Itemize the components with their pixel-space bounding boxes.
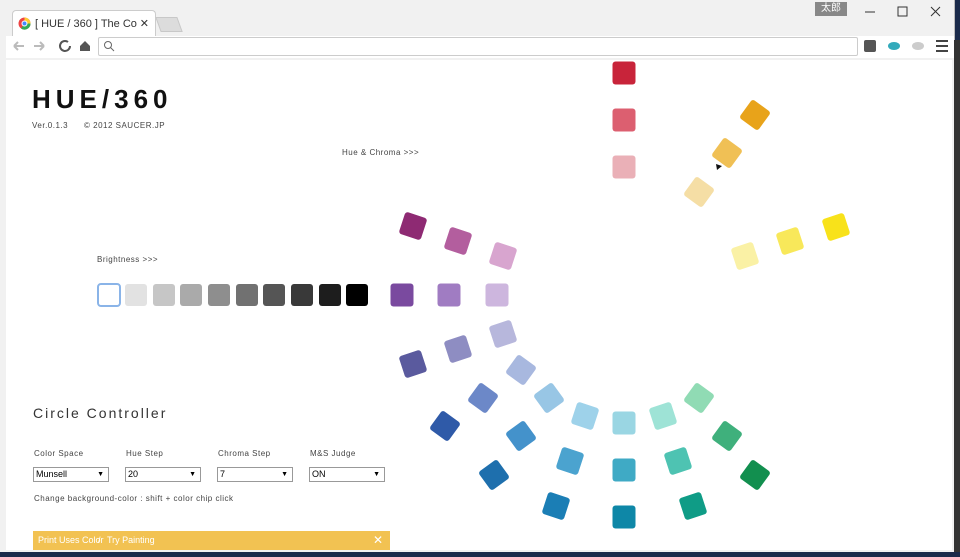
chip[interactable] bbox=[489, 320, 518, 349]
field-label: M&S Judge bbox=[310, 449, 356, 458]
chip[interactable] bbox=[664, 447, 693, 476]
nav-buttons[interactable] bbox=[10, 37, 95, 55]
chip[interactable] bbox=[683, 176, 715, 208]
close-footer[interactable]: ✕ bbox=[372, 533, 383, 547]
chip[interactable] bbox=[612, 61, 636, 85]
field-label: Color Space bbox=[34, 449, 84, 458]
brightness-link[interactable]: Brightness >>> bbox=[97, 255, 159, 264]
select-value: 20 bbox=[128, 469, 139, 479]
hint: Change background-color : shift + color … bbox=[34, 494, 234, 503]
chip[interactable] bbox=[437, 283, 461, 307]
select-value: 7 bbox=[220, 469, 226, 479]
color-chips bbox=[97, 61, 851, 529]
address-bar[interactable] bbox=[98, 37, 858, 56]
chip[interactable] bbox=[711, 420, 743, 452]
cursor bbox=[716, 164, 722, 170]
chip[interactable] bbox=[485, 283, 509, 307]
chip[interactable] bbox=[429, 410, 461, 442]
chip[interactable] bbox=[97, 283, 121, 307]
extensions[interactable] bbox=[862, 38, 952, 54]
favicon bbox=[18, 17, 31, 30]
chip[interactable] bbox=[125, 284, 147, 306]
chip[interactable] bbox=[533, 382, 565, 414]
select-value: Munsell bbox=[36, 469, 68, 479]
search-icon bbox=[104, 41, 115, 52]
select[interactable]: 20 ▼ bbox=[125, 467, 201, 482]
chip[interactable] bbox=[467, 382, 499, 414]
print-link[interactable]: Print Uses Color bbox=[38, 535, 104, 545]
chip[interactable] bbox=[399, 212, 428, 241]
footer-bar: Print Uses Color / Try Painting ✕ bbox=[33, 531, 390, 550]
chip[interactable] bbox=[399, 350, 428, 379]
chip[interactable] bbox=[776, 227, 805, 256]
chip[interactable] bbox=[711, 137, 743, 169]
chip[interactable] bbox=[390, 283, 414, 307]
chip[interactable] bbox=[478, 459, 510, 491]
app-title: HUE/360 bbox=[32, 84, 173, 114]
select-value: ON bbox=[312, 469, 326, 479]
select[interactable]: Munsell ▼ bbox=[33, 467, 109, 482]
controller-title: Circle Controller bbox=[33, 405, 168, 421]
tab[interactable]: [ HUE / 360 ] The Color Sc ✕ bbox=[12, 10, 156, 37]
tab-close[interactable]: ✕ bbox=[139, 18, 149, 30]
chip[interactable] bbox=[319, 284, 341, 306]
chip[interactable] bbox=[236, 284, 258, 306]
chip[interactable] bbox=[489, 242, 518, 271]
chip[interactable] bbox=[612, 155, 636, 179]
chip[interactable] bbox=[739, 99, 771, 131]
separator: / bbox=[98, 535, 101, 545]
chip[interactable] bbox=[822, 213, 851, 242]
chip[interactable] bbox=[612, 108, 636, 132]
gray-chips bbox=[97, 283, 368, 307]
chip[interactable] bbox=[153, 284, 175, 306]
paint-link[interactable]: Try Painting bbox=[107, 535, 155, 545]
chip[interactable] bbox=[291, 284, 313, 306]
hue-chroma-link[interactable]: Hue & Chroma >>> bbox=[342, 148, 420, 157]
chip[interactable] bbox=[649, 402, 678, 431]
version: Ver.0.1.3 bbox=[32, 121, 69, 130]
chip[interactable] bbox=[739, 459, 771, 491]
chip[interactable] bbox=[208, 284, 230, 306]
chip[interactable] bbox=[612, 458, 636, 482]
tab-title: [ HUE / 360 ] The Color Sc bbox=[35, 18, 137, 30]
copyright: © 2012 SAUCER.JP bbox=[84, 121, 166, 130]
chip[interactable] bbox=[346, 284, 368, 306]
scrollbar[interactable] bbox=[954, 40, 960, 552]
chip[interactable] bbox=[505, 354, 537, 386]
select[interactable]: ON ▼ bbox=[309, 467, 385, 482]
chip[interactable] bbox=[263, 284, 285, 306]
chip[interactable] bbox=[444, 227, 473, 256]
hue-chips bbox=[390, 61, 851, 529]
chip[interactable] bbox=[612, 411, 636, 435]
field-label: Chroma Step bbox=[218, 449, 271, 458]
chip[interactable] bbox=[556, 447, 585, 476]
field-label: Hue Step bbox=[126, 449, 164, 458]
chip[interactable] bbox=[505, 420, 537, 452]
chip[interactable] bbox=[571, 402, 600, 431]
window-controls[interactable] bbox=[860, 2, 950, 20]
chip[interactable] bbox=[542, 492, 571, 521]
chip[interactable] bbox=[444, 335, 473, 364]
select[interactable]: 7 ▼ bbox=[217, 467, 293, 482]
chip[interactable] bbox=[679, 492, 708, 521]
chip[interactable] bbox=[731, 242, 760, 271]
user-badge[interactable]: 太郎 bbox=[815, 2, 847, 16]
chip[interactable] bbox=[180, 284, 202, 306]
page: HUE/360 Ver.0.1.3 © 2012 SAUCER.JP Hue &… bbox=[6, 60, 952, 550]
chip[interactable] bbox=[612, 505, 636, 529]
chip[interactable] bbox=[683, 382, 715, 414]
